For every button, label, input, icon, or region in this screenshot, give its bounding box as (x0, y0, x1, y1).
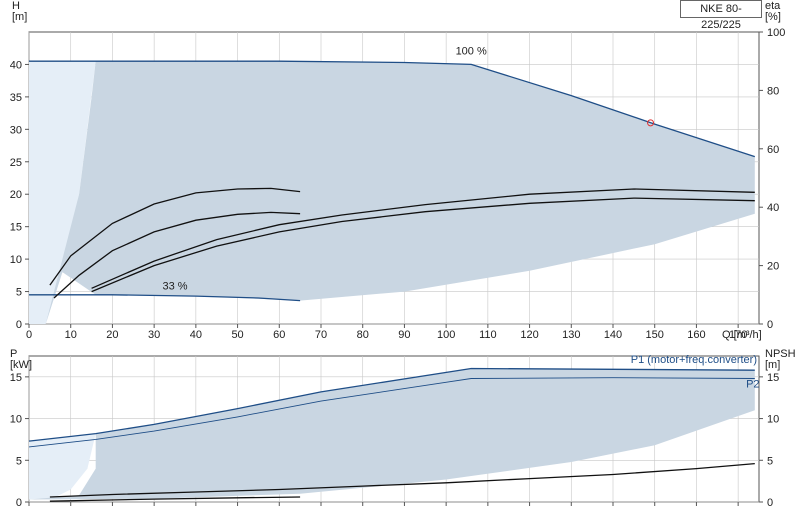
flow-axis-label: Q [m³/h] (722, 329, 762, 341)
curve-speed-label: 100 % (456, 46, 487, 58)
head-operating-area (45, 61, 755, 324)
power-y-tick-label: 15 (10, 372, 22, 384)
y-tick-label: 0 (16, 319, 22, 331)
head-low-flow-region (29, 61, 96, 324)
y2-tick-label: 20 (767, 261, 779, 273)
x-tick-label: 70 (315, 329, 327, 341)
power-series-line (49, 496, 301, 502)
head-axis-label: [m] (12, 11, 27, 23)
x-tick-label: 90 (398, 329, 410, 341)
efficiency-curve (91, 197, 755, 293)
npsh-tick-label: 0 (767, 497, 773, 509)
y-tick-label: 30 (10, 124, 22, 136)
y-tick-label: 20 (10, 189, 22, 201)
head-curve-33 (29, 294, 301, 302)
x-tick-label: 140 (604, 329, 622, 341)
y2-tick-label: 40 (767, 202, 779, 214)
curve-speed-label: 33 % (162, 281, 187, 293)
y-tick-label: 40 (10, 59, 22, 71)
npsh-tick-label: 15 (767, 372, 779, 384)
x-tick-label: 20 (106, 329, 118, 341)
legend-p2: P2 (746, 379, 759, 391)
head-axis-label: H (12, 0, 20, 12)
x-tick-label: 130 (562, 329, 580, 341)
y-tick-label: 15 (10, 222, 22, 234)
npsh-tick-label: 10 (767, 414, 779, 426)
power-low-flow-region (29, 433, 96, 500)
x-tick-label: 110 (479, 329, 497, 341)
y2-tick-label: 60 (767, 144, 779, 156)
npsh-axis-label: [m] (765, 359, 780, 371)
npsh-tick-label: 5 (767, 455, 773, 467)
y2-tick-label: 0 (767, 319, 773, 331)
y-tick-label: 10 (10, 254, 22, 266)
power-series-line (49, 462, 755, 498)
y-tick-label: 25 (10, 157, 22, 169)
efficiency-curve (53, 211, 301, 299)
efficiency-curve (91, 188, 755, 289)
duty-point-marker (647, 119, 655, 127)
x-tick-label: 50 (231, 329, 243, 341)
x-tick-label: 160 (687, 329, 705, 341)
power-y-tick-label: 0 (16, 497, 22, 509)
power-axis-label: [kW] (10, 359, 32, 371)
x-tick-label: 170 (729, 329, 747, 341)
head-curve-100 (29, 60, 756, 158)
y-tick-label: 35 (10, 92, 22, 104)
power-y-tick-label: 5 (16, 455, 22, 467)
x-tick-label: 60 (273, 329, 285, 341)
power-series-line (28, 367, 755, 442)
efficiency-curve (49, 187, 301, 286)
x-tick-label: 120 (520, 329, 538, 341)
y2-tick-label: 80 (767, 85, 779, 97)
y-tick-label: 5 (16, 287, 22, 299)
power-series-line (28, 377, 755, 448)
legend-p1: P1 (motor+freq.converter) (631, 354, 757, 366)
x-tick-label: 150 (646, 329, 664, 341)
y2-tick-label: 100 (767, 27, 785, 39)
power-operating-area (29, 368, 755, 500)
pump-model-title: NKE 80-225/225 (680, 0, 762, 31)
x-tick-label: 30 (148, 329, 160, 341)
npsh-axis-label: NPSH (765, 348, 796, 360)
x-tick-label: 80 (357, 329, 369, 341)
x-tick-label: 40 (190, 329, 202, 341)
x-tick-label: 10 (65, 329, 77, 341)
efficiency-axis-label: [%] (765, 11, 781, 23)
x-tick-label: 0 (26, 329, 32, 341)
efficiency-axis-label: eta (765, 0, 781, 12)
power-y-tick-label: 10 (10, 414, 22, 426)
x-tick-label: 100 (437, 329, 455, 341)
power-axis-label: P (10, 348, 17, 360)
